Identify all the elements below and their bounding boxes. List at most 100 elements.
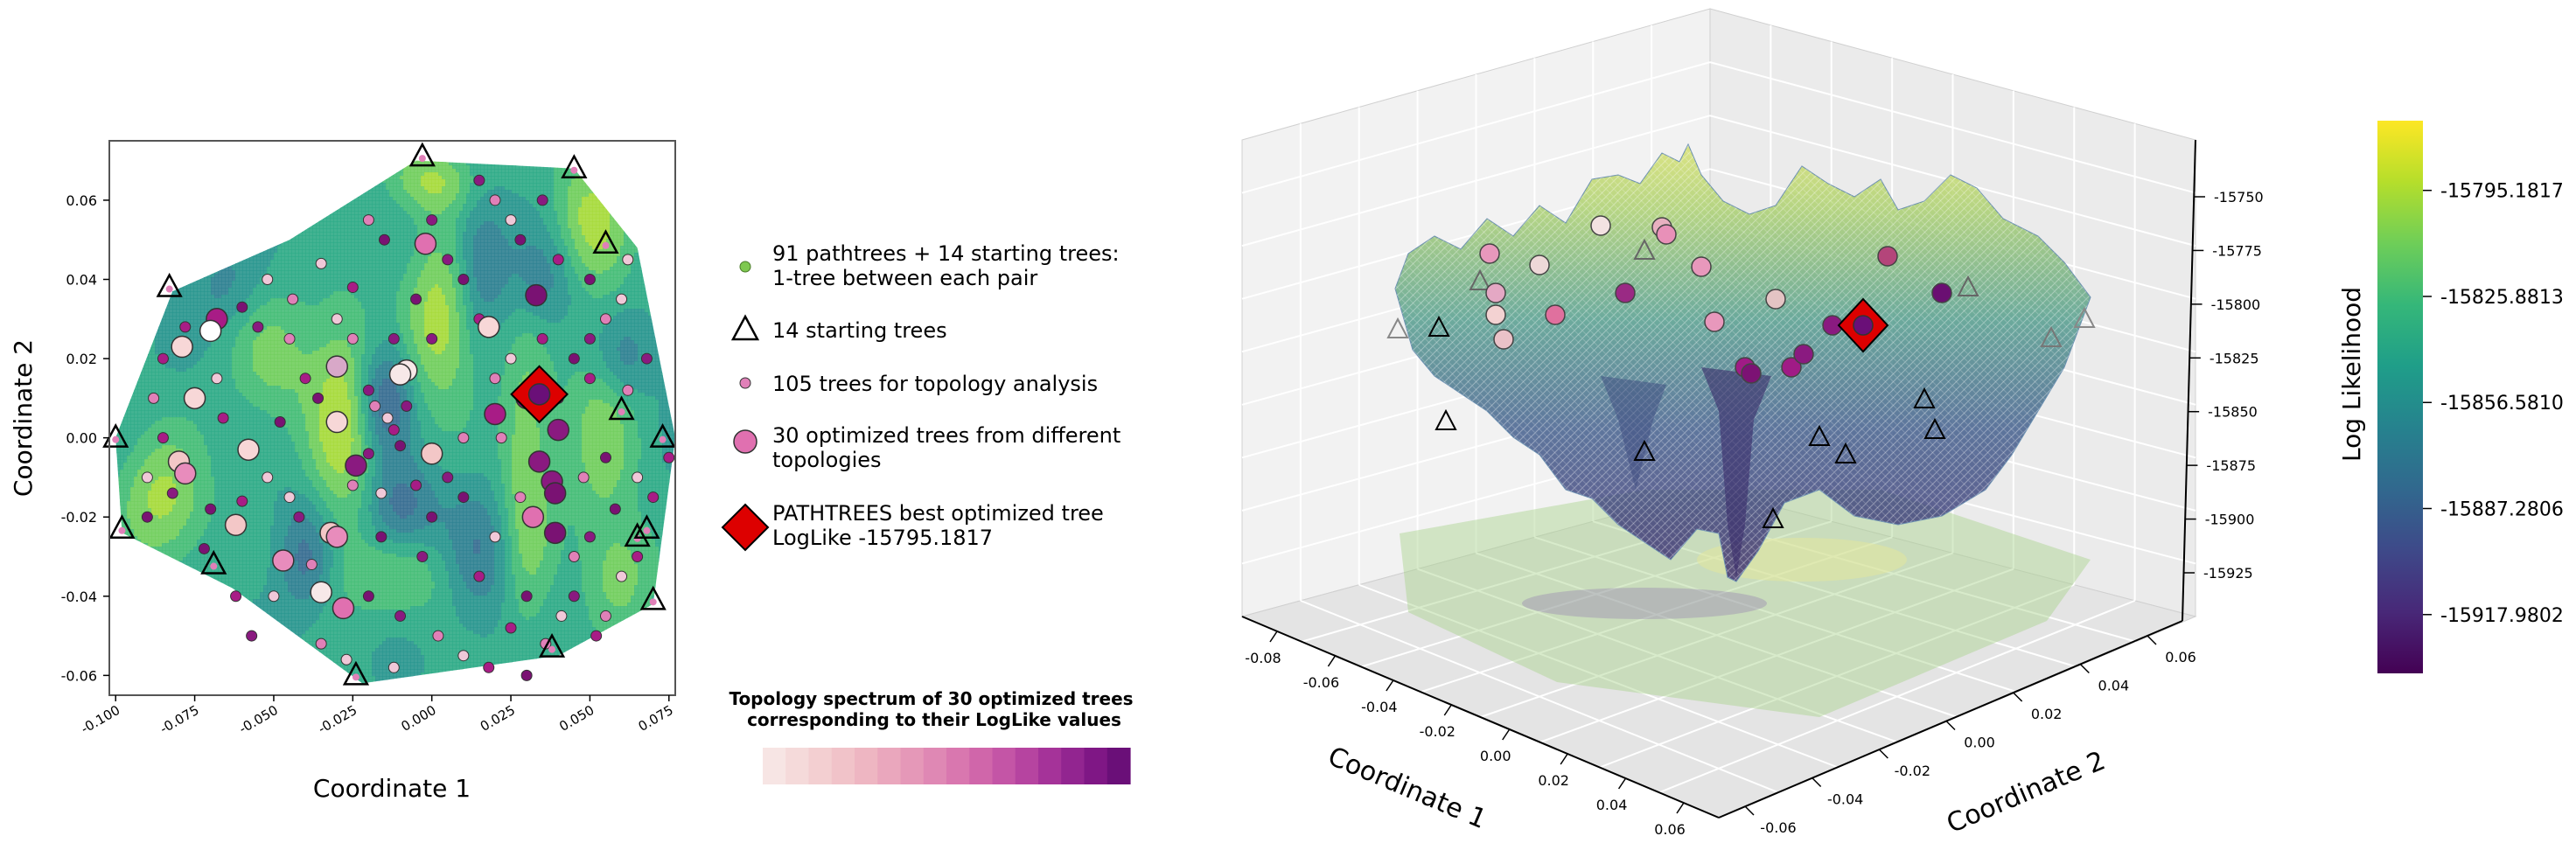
contour-cell	[403, 218, 408, 222]
contour-cell	[470, 207, 474, 212]
contour-cell	[449, 190, 453, 194]
contour-cell	[543, 190, 548, 194]
contour-cell	[456, 225, 460, 229]
contour-cell	[557, 211, 562, 215]
contour-cell	[316, 225, 320, 229]
contour-cell	[515, 179, 520, 184]
contour-cell	[435, 225, 439, 229]
contour-cell	[505, 235, 509, 240]
contour-cell	[302, 246, 306, 250]
contour-cell	[575, 193, 579, 198]
contour-cell	[484, 200, 488, 205]
contour-cell	[382, 207, 387, 212]
contour-cell	[410, 197, 415, 201]
contour-cell	[316, 246, 320, 250]
contour-cell	[459, 186, 464, 191]
contour-cell	[351, 218, 355, 222]
contour-cell	[330, 218, 334, 222]
contour-cell	[379, 225, 383, 229]
contour-cell	[575, 186, 579, 191]
contour-cell	[281, 242, 285, 247]
contour-cell	[484, 246, 488, 250]
contour-cell	[396, 172, 401, 177]
contour-cell	[403, 239, 408, 243]
contour-cell	[358, 232, 362, 236]
contour-cell	[526, 214, 530, 219]
contour-cell	[375, 214, 380, 219]
contour-cell	[491, 214, 495, 219]
contour-cell	[358, 204, 362, 208]
contour-cell	[459, 207, 464, 212]
contour-cell	[620, 228, 625, 233]
contour-cell	[470, 225, 474, 229]
contour-cell	[463, 169, 467, 173]
contour-cell	[291, 246, 296, 250]
contour-cell	[410, 211, 415, 215]
contour-cell	[431, 179, 436, 184]
contour-cell	[319, 232, 324, 236]
contour-cell	[295, 246, 299, 250]
contour-cell	[536, 176, 541, 180]
contour-cell	[347, 228, 352, 233]
contour-cell	[382, 200, 387, 205]
contour-cell	[557, 183, 562, 187]
contour-cell	[428, 197, 432, 201]
contour-cell	[382, 204, 387, 208]
contour-cell	[354, 239, 359, 243]
contour-cell	[319, 225, 324, 229]
contour-cell	[435, 214, 439, 219]
contour-cell	[449, 228, 453, 233]
contour-panel: -0.100 -0.075 -0.050 -0.025 0.000 0.025 0.050 0…	[9, 140, 676, 803]
contour-cell	[484, 214, 488, 219]
contour-cell	[337, 242, 341, 247]
contour-cell	[526, 197, 530, 201]
contour-cell	[596, 225, 600, 229]
contour-cell	[473, 200, 478, 205]
contour-cell	[536, 211, 541, 215]
contour-cell	[386, 190, 390, 194]
contour-cell	[452, 183, 457, 187]
contour-cell	[526, 207, 530, 212]
contour-cell	[564, 211, 569, 215]
contour-cell	[498, 228, 502, 233]
contour-cell	[519, 221, 523, 226]
contour-cell	[540, 239, 544, 243]
contour-cell	[340, 232, 345, 236]
contour-cell	[333, 221, 338, 226]
contour-cell	[368, 225, 373, 229]
contour-cell	[568, 186, 572, 191]
contour-cell	[470, 211, 474, 215]
contour-cell	[442, 235, 446, 240]
contour-cell	[421, 211, 425, 215]
contour-cell	[550, 232, 555, 236]
contour-cell	[456, 221, 460, 226]
contour-cell	[375, 218, 380, 222]
contour-cell	[417, 207, 422, 212]
contour-cell	[526, 242, 530, 247]
contour-cell	[547, 239, 551, 243]
contour-cell	[379, 186, 383, 191]
contour-cell	[582, 214, 586, 219]
contour-cell	[585, 218, 590, 222]
contour-cell	[522, 183, 527, 187]
contour-cell	[494, 221, 499, 226]
contour-cell	[550, 228, 555, 233]
contour-cell	[498, 246, 502, 250]
contour-cell	[550, 211, 555, 215]
contour-cell	[414, 228, 418, 233]
contour-cell	[554, 176, 558, 180]
contour-cell	[596, 239, 600, 243]
contour-cell	[319, 239, 324, 243]
contour-cell	[596, 197, 600, 201]
contour-cell	[393, 190, 397, 194]
contour-cell	[361, 221, 366, 226]
contour-cell	[557, 232, 562, 236]
contour-cell	[547, 200, 551, 205]
contour-cell	[491, 225, 495, 229]
contour-cell	[428, 160, 432, 163]
contour-cell	[403, 176, 408, 180]
contour-cell	[365, 228, 369, 233]
contour-cell	[386, 193, 390, 198]
contour-cell	[557, 176, 562, 180]
contour-cell	[330, 221, 334, 226]
